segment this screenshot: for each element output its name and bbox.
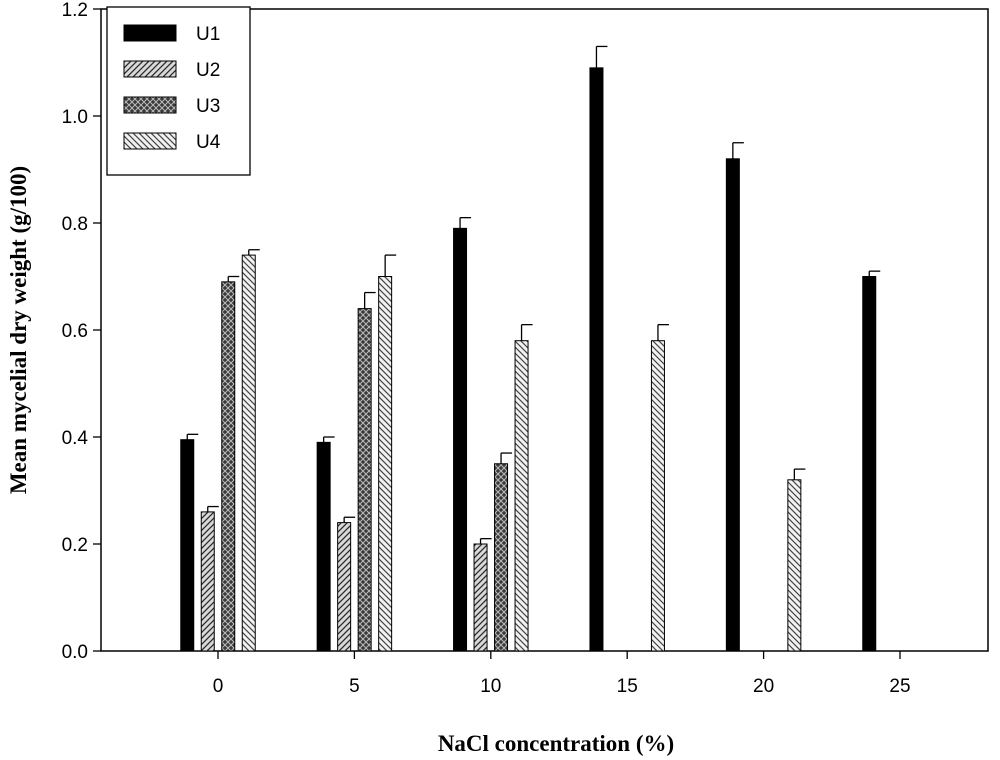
bar-u2-10 (473, 543, 488, 652)
bar-u1-15 (589, 67, 604, 652)
legend-swatch-u1 (123, 24, 177, 42)
bar-u3-0 (221, 281, 236, 652)
bar-u4-10 (514, 340, 529, 652)
legend-swatch-u3 (123, 96, 177, 114)
bar-u2-5 (337, 522, 352, 652)
bar-u1-5 (316, 441, 331, 652)
bar-u4-5 (378, 276, 393, 652)
legend-label-u1: U1 (196, 24, 220, 45)
bar-u4-0 (241, 254, 256, 652)
legend-label-u4: U4 (196, 132, 221, 153)
bar-u1-20 (725, 158, 740, 652)
y-axis-title: Mean mycelial dry weight (g/100) (6, 166, 31, 494)
legend-label-u3: U3 (196, 96, 220, 117)
bar-u4-15 (650, 340, 665, 652)
y-tick-label: 0.4 (62, 428, 89, 449)
x-tick-label: 5 (349, 676, 360, 697)
bar-u3-5 (357, 308, 372, 652)
x-tick-label: 0 (213, 676, 224, 697)
x-axis: 0 5 10 15 20 25 (213, 651, 911, 697)
x-tick-label: 15 (617, 676, 638, 697)
y-tick-label: 1.0 (62, 107, 88, 128)
legend-swatch-u4 (123, 132, 177, 150)
y-tick-label: 0.0 (62, 642, 88, 663)
bar-u1-0 (180, 439, 195, 652)
bar-u4-20 (787, 479, 802, 652)
y-tick-label: 0.6 (62, 321, 88, 342)
x-tick-label: 20 (753, 676, 774, 697)
x-tick-label: 25 (889, 676, 910, 697)
bars-group (180, 45, 881, 652)
bar-u1-10 (453, 227, 468, 652)
y-tick-label: 0.8 (62, 214, 88, 235)
bar-u2-0 (200, 511, 215, 652)
x-axis-title: NaCl concentration (%) (438, 731, 674, 756)
legend-label-u2: U2 (196, 60, 220, 81)
legend: U1 U2 U3 U4 (106, 6, 251, 176)
bar-u3-10 (494, 463, 509, 652)
bar-u1-25 (862, 276, 877, 652)
x-tick-label: 10 (480, 676, 501, 697)
y-axis: 0.0 0.2 0.4 0.6 0.8 1.0 1.2 (62, 0, 101, 663)
y-tick-label: 0.2 (62, 535, 88, 556)
legend-swatch-u2 (123, 60, 177, 78)
y-tick-label: 1.2 (62, 0, 88, 21)
